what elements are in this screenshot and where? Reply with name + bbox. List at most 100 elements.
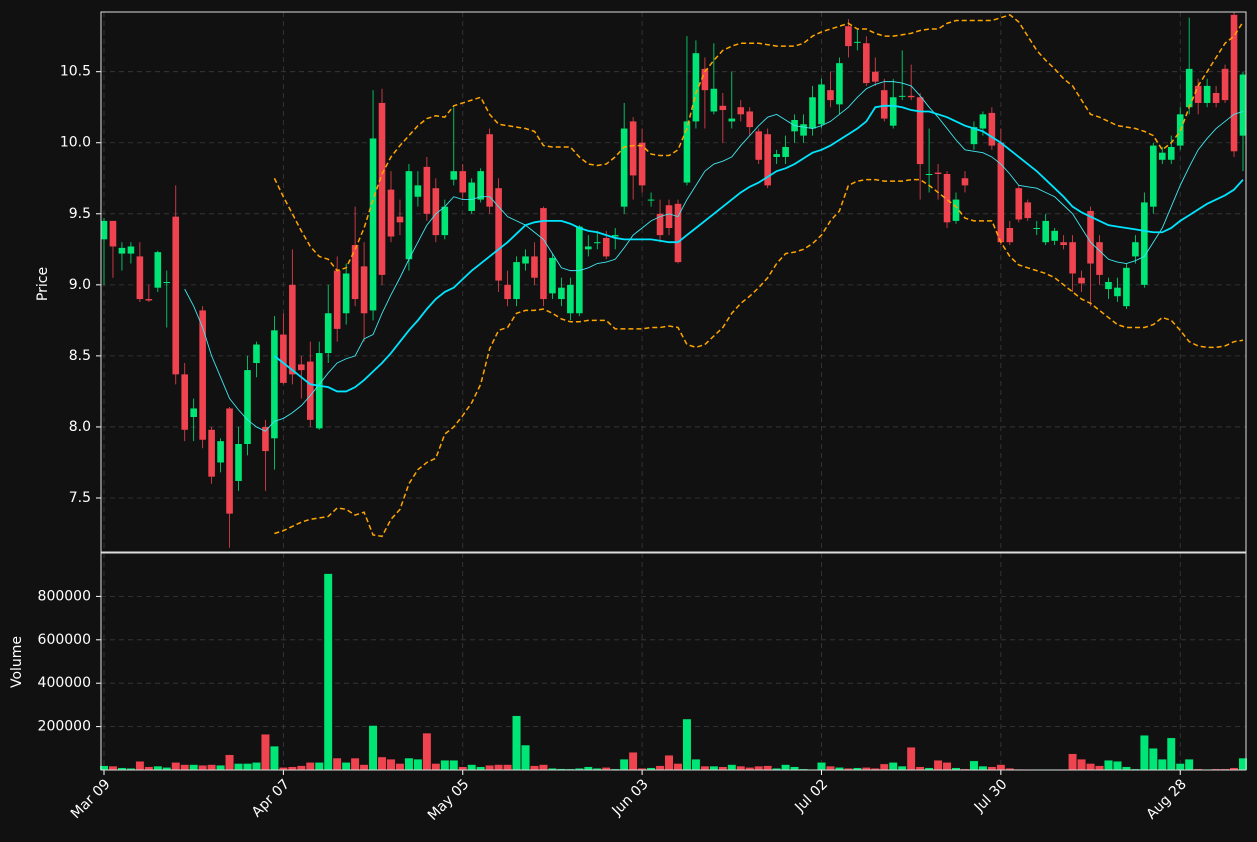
volume-bar <box>296 765 306 771</box>
volume-bar <box>216 765 225 771</box>
candle-body <box>432 188 440 236</box>
candle-body <box>737 107 745 115</box>
price-axis-label: Price <box>35 267 51 301</box>
candle-body <box>1051 230 1058 241</box>
candle-body <box>988 112 996 146</box>
volume-bar <box>314 762 324 771</box>
candle-body <box>952 199 960 221</box>
volume-bar <box>243 763 252 771</box>
volume-bar <box>386 758 396 771</box>
candle-body <box>280 334 287 383</box>
volume-bar <box>933 760 943 771</box>
candle-body <box>961 178 969 186</box>
candle-body <box>567 284 574 314</box>
volume-bar <box>691 758 701 771</box>
y-tick-label: 800000 <box>38 588 91 604</box>
candle-body <box>1167 147 1175 160</box>
candle-body <box>1123 267 1130 307</box>
candle-body <box>665 205 673 228</box>
candle-body <box>629 121 637 176</box>
candle-body <box>1060 242 1067 246</box>
candle-body <box>405 171 413 260</box>
candle-body <box>441 206 449 236</box>
candle-body <box>1212 93 1220 103</box>
candle-body <box>836 63 843 105</box>
volume-bar <box>368 725 378 771</box>
candle-body <box>208 429 215 477</box>
volume-bar <box>395 763 405 771</box>
volume-bar <box>682 718 692 771</box>
candle-body <box>710 88 718 112</box>
y-tick-label: 9.5 <box>69 206 91 222</box>
candle-body <box>916 97 924 165</box>
volume-bar <box>207 764 217 771</box>
candle-body <box>854 41 861 43</box>
candle-body <box>387 189 395 237</box>
volume-bar <box>180 764 190 771</box>
candle-body <box>558 287 565 300</box>
volume-bar <box>350 757 360 771</box>
volume-bar <box>467 764 477 771</box>
volume-bar <box>996 764 1006 771</box>
candle-body <box>118 247 126 254</box>
candle-body <box>584 246 592 250</box>
volume-bar <box>341 762 351 771</box>
candle-body <box>253 344 260 363</box>
candle-body <box>459 171 467 193</box>
candle-body <box>611 235 619 237</box>
volume-bar <box>359 764 369 771</box>
candle-body <box>306 361 314 420</box>
candle-body <box>1221 68 1229 101</box>
candle-body <box>109 220 117 247</box>
volume-bar <box>171 762 181 771</box>
volume-bar <box>897 765 907 771</box>
candle-body <box>880 90 888 119</box>
volume-bar <box>619 758 629 771</box>
volume-bar <box>700 765 710 771</box>
volume-bar <box>413 758 423 771</box>
volume-panel-frame <box>100 552 1247 771</box>
candle-body <box>450 171 458 180</box>
volume-bar <box>664 755 674 771</box>
volume-bar <box>754 765 764 771</box>
candle-body <box>549 257 556 294</box>
volume-bar <box>1068 753 1077 771</box>
volume-bar <box>135 761 145 771</box>
volume-bar <box>1113 761 1122 771</box>
candle-body <box>468 182 476 211</box>
volume-bar <box>332 757 342 771</box>
volume-bar <box>404 757 414 771</box>
volume-bar <box>655 765 665 771</box>
candle-body <box>504 284 511 300</box>
volume-bar <box>198 765 208 771</box>
candle-body <box>620 128 628 207</box>
candle-body <box>1105 282 1112 290</box>
volume-bar <box>727 764 737 771</box>
volume-bar <box>736 765 746 771</box>
candle-body <box>342 273 350 314</box>
volume-bar <box>781 764 791 771</box>
candle-body <box>396 216 404 223</box>
volume-bar <box>539 764 548 771</box>
candle-body <box>692 53 700 122</box>
volume-bar <box>512 715 521 771</box>
candle-body <box>289 284 296 375</box>
volume-bar <box>1104 760 1113 771</box>
volume-bar <box>270 745 279 771</box>
candle-body <box>1132 242 1139 257</box>
volume-bar <box>709 765 719 771</box>
volume-bar <box>252 762 261 771</box>
candle-body <box>127 246 135 254</box>
volume-bar <box>906 747 916 771</box>
candle-body <box>136 256 144 300</box>
candle-body <box>1006 228 1014 243</box>
volume-bar <box>521 744 530 771</box>
overlay-line <box>273 14 1244 272</box>
overlay-line <box>273 104 1244 393</box>
volume-bar <box>431 763 441 771</box>
candle-body <box>746 111 754 128</box>
candle-body <box>809 97 816 129</box>
candle-body <box>1078 277 1085 284</box>
candle-body <box>495 188 502 281</box>
volume-bar <box>763 765 773 771</box>
